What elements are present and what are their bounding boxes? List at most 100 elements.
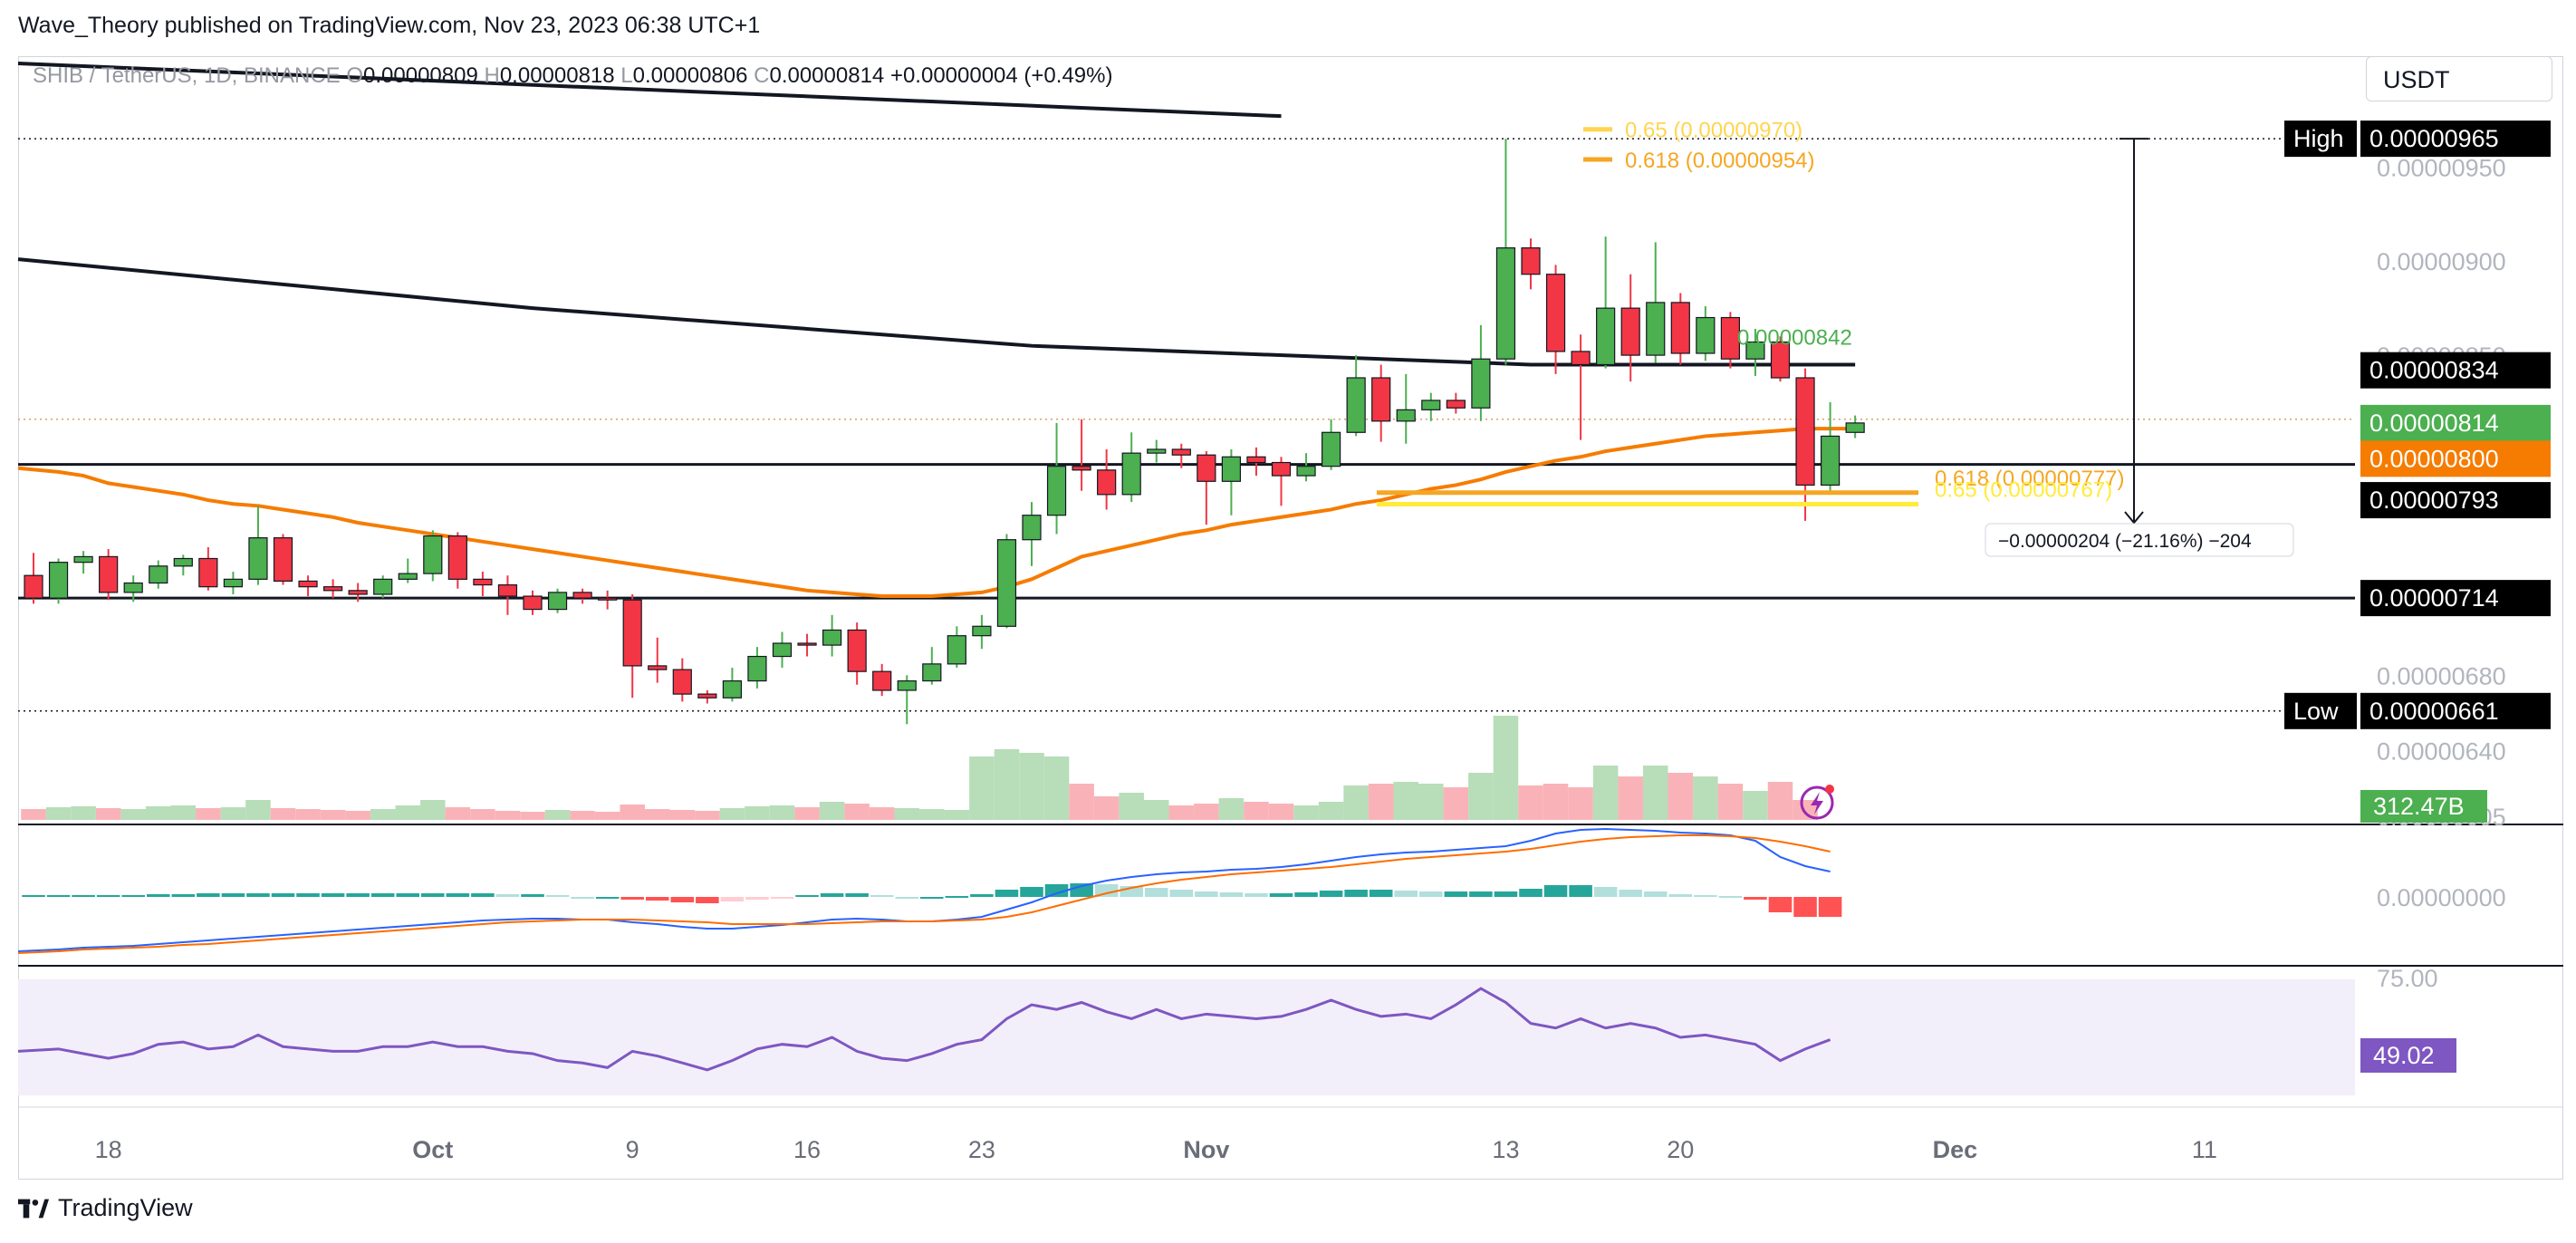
macd-histogram-bar [1469, 891, 1493, 897]
price-tick-label: 0.00000680 [2377, 662, 2506, 689]
volume-bar [669, 810, 696, 820]
volume-bar [919, 809, 945, 820]
candle-body [1022, 515, 1042, 541]
candle-body [447, 535, 467, 580]
candle-body [1770, 341, 1791, 379]
macd-histogram-bar [396, 893, 420, 897]
fib-label: 0.618 (0.00000777) [1935, 467, 2125, 491]
macd-histogram-bar [770, 897, 794, 899]
macd-histogram-bar [1768, 897, 1793, 912]
volume-bar [1693, 776, 1718, 820]
price-badge [2360, 352, 2551, 389]
price-badge [2360, 440, 2551, 477]
candle [1246, 447, 1266, 477]
time-tick-label: 16 [793, 1136, 821, 1163]
volume-bar [1767, 782, 1793, 820]
macd-histogram-bar [1694, 895, 1717, 897]
candle [1446, 392, 1466, 414]
symbol-label[interactable]: SHIB / TetherUS, 1D, BINANCE [33, 63, 341, 88]
change-value: +0.00000004 (+0.49%) [889, 63, 1113, 88]
candle [772, 631, 793, 669]
candle-body [672, 669, 692, 695]
currency-button[interactable]: USDT [2366, 56, 2552, 101]
price-badge-label: 0.00000714 [2369, 584, 2499, 612]
macd-histogram-bar [1319, 891, 1343, 897]
candle [1197, 451, 1216, 525]
candle [1046, 422, 1067, 535]
candle-body [523, 595, 543, 611]
macd-histogram-bar [471, 893, 495, 897]
volume-bar [1418, 784, 1444, 820]
volume-bar [245, 800, 271, 820]
candle [323, 579, 343, 599]
candle-body [1171, 448, 1191, 456]
volume-bar [869, 807, 895, 820]
measure-label: −0.00000204 (−21.16%) −204 [1998, 531, 2252, 552]
candle [1795, 368, 1815, 521]
candle-body [24, 574, 43, 599]
macd-histogram-bar [1543, 885, 1568, 897]
price-badge-prefix-box [2284, 120, 2357, 158]
macd-histogram-bar [1793, 897, 1817, 917]
candle [298, 575, 318, 597]
rsi-badge-label: 49.02 [2373, 1042, 2435, 1069]
macd-histogram-bar [271, 893, 295, 897]
candle-body [1046, 466, 1067, 516]
volume-bar [295, 809, 321, 820]
candle-body [1521, 247, 1541, 275]
volume-bar [1019, 753, 1044, 820]
macd-histogram-bar [1294, 892, 1318, 897]
macd-histogram-bar [1643, 891, 1668, 897]
candle [73, 551, 93, 574]
macd-histogram-bar [1818, 897, 1842, 917]
candle [1770, 336, 1791, 382]
macd-zero-label: 0.00000000 [2377, 884, 2506, 911]
candle-body [1246, 456, 1266, 464]
candle [348, 583, 368, 602]
macd-histogram-bar [446, 893, 470, 897]
macd-histogram-bar [1519, 889, 1543, 897]
macd-histogram-bar [346, 893, 370, 897]
time-tick-label: 11 [2192, 1136, 2217, 1163]
candle [1696, 306, 1716, 361]
time-tick-label: 13 [1492, 1136, 1519, 1163]
volume-bar [445, 807, 471, 820]
tradingview-logo-icon [18, 1199, 49, 1218]
macd-histogram-bar [895, 897, 919, 899]
candle [897, 675, 917, 725]
candle [1720, 312, 1741, 369]
candle [48, 558, 69, 604]
candle-body [1745, 341, 1765, 360]
candle [1421, 392, 1441, 421]
macd-histogram-bar [146, 894, 170, 897]
volume-bar [570, 811, 595, 820]
candle-body [298, 580, 318, 588]
macd-histogram-bar [920, 897, 944, 899]
volume-bar [1743, 791, 1768, 820]
macd-histogram-bar [870, 895, 894, 897]
candle-body [922, 663, 942, 682]
candle [1022, 502, 1042, 566]
volume-bar [1318, 802, 1344, 820]
candle [922, 647, 942, 685]
volume-bar [1642, 766, 1668, 820]
candle-body [1346, 377, 1366, 433]
candle [523, 590, 543, 615]
candle [473, 572, 493, 597]
volume-bar [1293, 805, 1319, 820]
candle-body [972, 625, 992, 637]
ohlc-legend: SHIB / TetherUS, 1D, BINANCE O0.00000809… [33, 63, 1112, 89]
candle [447, 532, 467, 589]
candle [1646, 242, 1666, 363]
candle [1097, 448, 1117, 510]
candle [1471, 324, 1491, 421]
candle [1321, 419, 1341, 470]
macd-histogram-bar [645, 897, 669, 901]
price-badge-prefix-box [2284, 692, 2357, 729]
macd-histogram-bar [1195, 891, 1218, 897]
candle [1221, 448, 1242, 516]
candle-body [1495, 247, 1516, 360]
candle-body [1371, 377, 1391, 422]
volume-bar [470, 809, 495, 820]
